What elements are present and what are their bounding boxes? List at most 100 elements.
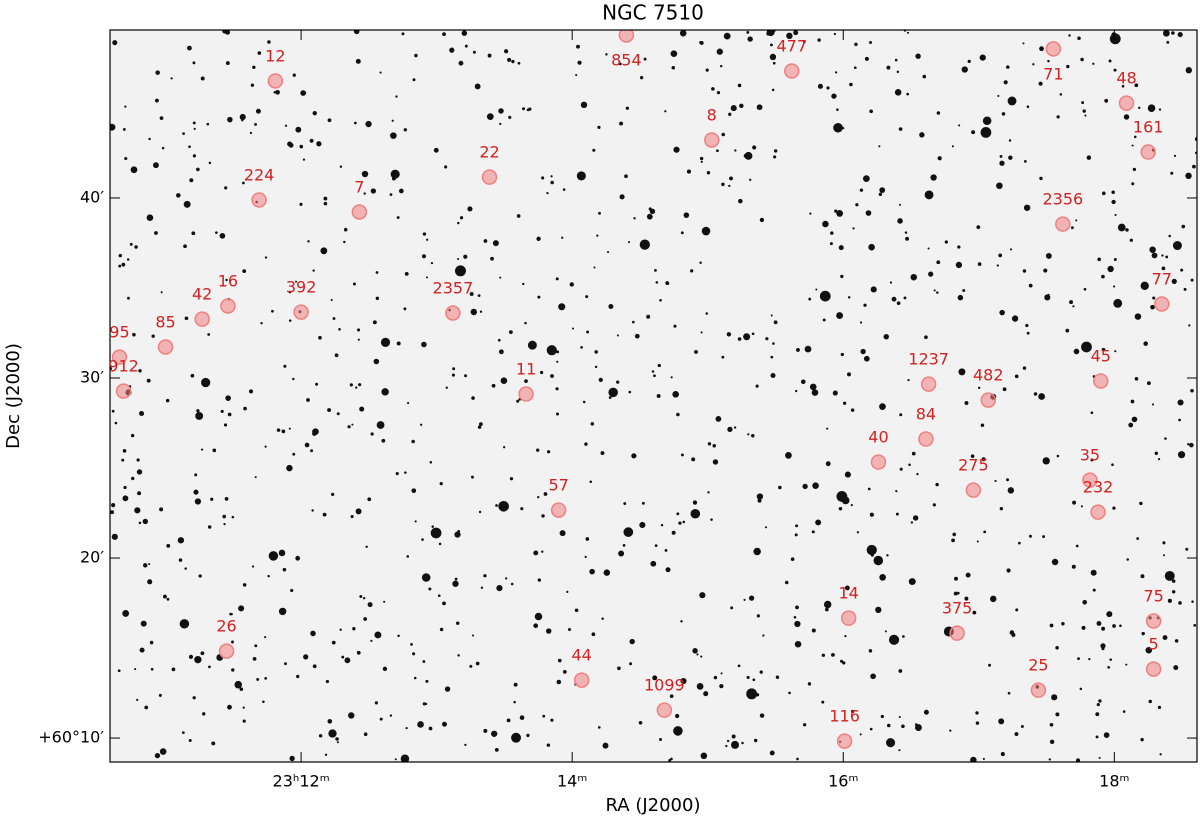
star bbox=[744, 151, 753, 160]
star bbox=[1011, 315, 1019, 322]
star bbox=[603, 569, 611, 576]
star bbox=[367, 602, 373, 608]
star bbox=[215, 231, 218, 234]
source-marker bbox=[220, 298, 236, 314]
star bbox=[503, 446, 506, 449]
star bbox=[303, 654, 309, 660]
star bbox=[365, 120, 372, 128]
star bbox=[1140, 281, 1149, 290]
star bbox=[576, 171, 586, 181]
star bbox=[1007, 691, 1011, 695]
star bbox=[351, 423, 354, 426]
star bbox=[895, 512, 899, 516]
star bbox=[584, 555, 587, 558]
star bbox=[146, 378, 151, 383]
star bbox=[534, 612, 543, 621]
star bbox=[193, 489, 199, 495]
star bbox=[379, 717, 383, 721]
star bbox=[670, 50, 678, 58]
background-stars bbox=[110, 30, 1197, 762]
star bbox=[896, 301, 901, 306]
star bbox=[111, 503, 116, 508]
star bbox=[1101, 347, 1106, 352]
star bbox=[870, 286, 877, 293]
star bbox=[899, 413, 903, 417]
star bbox=[863, 175, 870, 182]
star bbox=[1061, 622, 1065, 626]
star bbox=[1132, 167, 1137, 172]
star bbox=[282, 567, 287, 572]
source-marker bbox=[840, 610, 857, 626]
source-label: 95 bbox=[109, 323, 129, 342]
star bbox=[1113, 68, 1117, 72]
star bbox=[580, 101, 588, 109]
star bbox=[589, 480, 593, 484]
star bbox=[511, 59, 515, 64]
star bbox=[372, 320, 377, 325]
star bbox=[254, 644, 258, 648]
source-label: 44 bbox=[571, 646, 591, 665]
star bbox=[646, 314, 651, 319]
star bbox=[616, 380, 620, 384]
star bbox=[327, 408, 332, 412]
star bbox=[1059, 93, 1063, 96]
star bbox=[672, 391, 679, 398]
star bbox=[923, 709, 929, 715]
star bbox=[499, 122, 502, 126]
star bbox=[370, 188, 377, 194]
star bbox=[785, 451, 792, 459]
star bbox=[1002, 387, 1007, 392]
star bbox=[886, 554, 889, 557]
star bbox=[1114, 213, 1117, 217]
star bbox=[800, 379, 806, 385]
star bbox=[769, 53, 777, 61]
star bbox=[242, 706, 245, 709]
star bbox=[639, 521, 646, 529]
star bbox=[629, 662, 633, 666]
star bbox=[252, 656, 257, 661]
star bbox=[155, 98, 159, 103]
source-marker bbox=[251, 192, 267, 208]
star bbox=[239, 113, 246, 121]
source-marker bbox=[870, 454, 887, 470]
star bbox=[998, 718, 1005, 725]
star bbox=[412, 78, 416, 82]
star bbox=[980, 127, 992, 138]
star bbox=[1109, 658, 1112, 661]
star bbox=[1092, 62, 1095, 65]
star bbox=[847, 372, 851, 377]
star bbox=[756, 614, 760, 618]
star bbox=[327, 118, 332, 123]
star bbox=[439, 627, 444, 632]
star bbox=[242, 583, 247, 587]
star bbox=[746, 30, 750, 34]
star bbox=[206, 122, 210, 126]
star bbox=[998, 253, 1003, 258]
source-marker bbox=[965, 482, 982, 498]
star bbox=[419, 423, 423, 426]
star bbox=[657, 363, 661, 368]
star bbox=[194, 498, 202, 505]
star bbox=[954, 576, 958, 581]
star bbox=[716, 48, 723, 55]
star bbox=[673, 726, 683, 736]
star bbox=[212, 448, 217, 453]
star bbox=[863, 355, 870, 362]
star bbox=[516, 399, 520, 403]
star bbox=[370, 432, 374, 436]
star bbox=[691, 457, 696, 462]
star bbox=[1006, 568, 1011, 573]
star bbox=[519, 715, 525, 720]
star bbox=[1162, 541, 1166, 545]
star bbox=[1098, 699, 1102, 703]
star bbox=[252, 65, 256, 69]
star bbox=[730, 740, 740, 749]
star bbox=[870, 673, 876, 680]
star bbox=[425, 679, 429, 683]
star bbox=[454, 577, 458, 581]
star bbox=[903, 296, 907, 300]
star bbox=[1079, 687, 1083, 691]
star bbox=[838, 245, 844, 251]
star bbox=[738, 198, 743, 204]
star bbox=[605, 53, 608, 56]
